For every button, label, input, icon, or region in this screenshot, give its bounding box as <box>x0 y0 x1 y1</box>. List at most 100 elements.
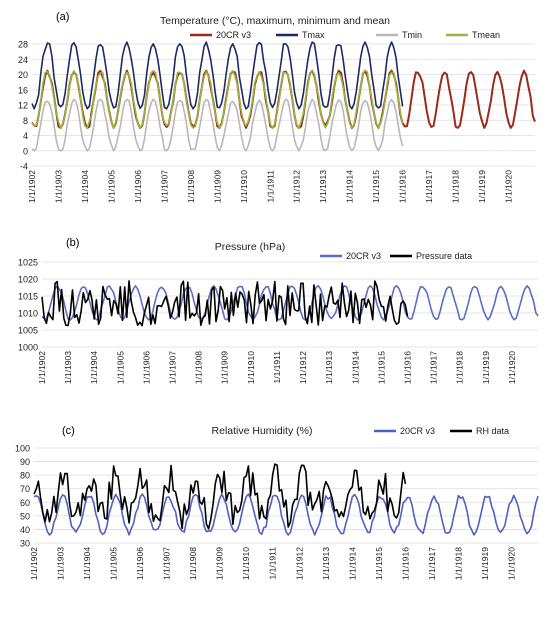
chart-title: Temperature (°C), maximum, minimum and m… <box>160 15 390 27</box>
x-tick-label: 1/1/1915 <box>374 547 384 580</box>
panel-label: (a) <box>56 11 69 23</box>
legend-label: Tmax <box>302 30 325 40</box>
x-tick-label: 1/1/1912 <box>292 170 302 203</box>
y-tick-label: 30 <box>20 539 30 549</box>
x-tick-label: 1/1/1903 <box>56 547 66 580</box>
y-tick-label: 28 <box>18 40 28 50</box>
legend-label: 20CR v3 <box>216 30 251 40</box>
y-tick-label: 1025 <box>18 258 38 268</box>
x-tick-label: 1/1/1919 <box>477 170 487 203</box>
x-tick-label: 1/1/1905 <box>109 547 119 580</box>
x-tick-label: 1/1/1911 <box>268 547 278 580</box>
x-tick-label: 1/1/1918 <box>453 547 463 580</box>
panel-label: (b) <box>66 237 79 249</box>
plot-area: 28 24 20 16 12 8 4 0 -41/1/1902 1/1/1903 1/1/1904 1… <box>18 40 536 203</box>
x-tick-label: 1/1/1910 <box>246 351 256 384</box>
legend-label: Pressure data <box>416 251 472 261</box>
x-tick-label: 1/1/1920 <box>507 351 517 384</box>
x-tick-label: 1/1/1907 <box>168 351 178 384</box>
y-tick-label: 8 <box>23 116 28 126</box>
y-tick-label: 0 <box>23 146 28 156</box>
y-tick-label: 90 <box>20 457 30 467</box>
x-tick-label: 1/1/1902 <box>29 547 39 580</box>
x-tick-label: 1/1/1920 <box>506 547 516 580</box>
x-tick-label: 1/1/1911 <box>272 351 282 384</box>
x-tick-label: 1/1/1905 <box>106 170 116 203</box>
chart-title: Pressure (hPa) <box>215 241 286 253</box>
series-line-2 <box>33 463 407 530</box>
x-tick-label: 1/1/1920 <box>504 170 514 203</box>
x-tick-label: 1/1/1919 <box>481 351 491 384</box>
x-tick-label: 1/1/1917 <box>424 170 434 203</box>
x-tick-label: 1/1/1904 <box>89 351 99 384</box>
y-tick-label: 100 <box>15 444 30 454</box>
temperature-chart-panel: (a) Temperature (°C), maximum, minimum a… <box>0 0 550 230</box>
x-tick-label: 1/1/1917 <box>427 547 437 580</box>
series-line-2 <box>41 280 409 327</box>
y-tick-label: 1020 <box>18 275 38 285</box>
x-tick-label: 1/1/1909 <box>212 170 222 203</box>
x-tick-label: 1/1/1902 <box>37 351 47 384</box>
x-tick-label: 1/1/1914 <box>345 170 355 203</box>
y-tick-label: 12 <box>18 101 28 111</box>
x-tick-label: 1/1/1916 <box>398 170 408 203</box>
x-tick-label: 1/1/1908 <box>186 170 196 203</box>
y-tick-label: 16 <box>18 85 28 95</box>
x-tick-label: 1/1/1919 <box>480 547 490 580</box>
series-line-3 <box>31 98 404 152</box>
y-tick-label: 70 <box>20 484 30 494</box>
x-tick-label: 1/1/1915 <box>376 351 386 384</box>
panel-label: (c) <box>62 425 75 437</box>
x-tick-label: 1/1/1911 <box>265 170 275 203</box>
y-tick-label: 1005 <box>18 326 38 336</box>
x-tick-label: 1/1/1903 <box>63 351 73 384</box>
x-tick-label: 1/1/1910 <box>239 170 249 203</box>
series-line-1 <box>33 493 539 536</box>
pressure-chart: (b) Pressure (hPa) 20CR v3 Pressure data … <box>18 237 539 384</box>
x-tick-label: 1/1/1904 <box>82 547 92 580</box>
x-tick-label: 1/1/1904 <box>80 170 90 203</box>
y-tick-label: 20 <box>18 70 28 80</box>
x-tick-label: 1/1/1908 <box>188 547 198 580</box>
x-tick-label: 1/1/1909 <box>215 547 225 580</box>
x-tick-label: 1/1/1915 <box>371 170 381 203</box>
y-tick-label: 80 <box>20 471 30 481</box>
x-tick-label: 1/1/1907 <box>162 547 172 580</box>
temperature-chart: (a) Temperature (°C), maximum, minimum a… <box>18 11 536 203</box>
legend-label: Tmean <box>472 30 500 40</box>
series-line-4 <box>31 69 404 129</box>
x-tick-label: 1/1/1906 <box>133 170 143 203</box>
humidity-chart: (c) Relative Humidity (%) 20CR v3 RH data… <box>15 425 539 580</box>
legend-label: RH data <box>476 426 509 436</box>
x-tick-label: 1/1/1913 <box>324 351 334 384</box>
x-tick-label: 1/1/1902 <box>27 170 37 203</box>
x-tick-label: 1/1/1913 <box>318 170 328 203</box>
legend: 20CR v3 Pressure data <box>320 251 472 261</box>
x-tick-label: 1/1/1907 <box>159 170 169 203</box>
x-tick-label: 1/1/1906 <box>135 547 145 580</box>
x-tick-label: 1/1/1903 <box>53 170 63 203</box>
y-tick-label: -4 <box>20 162 28 172</box>
plot-area: 100 90 80 70 60 50 40 301/1/1902 1/1/1903 1/1/190… <box>15 444 539 580</box>
x-tick-label: 1/1/1910 <box>241 547 251 580</box>
x-tick-label: 1/1/1918 <box>455 351 465 384</box>
x-tick-label: 1/1/1905 <box>115 351 125 384</box>
y-tick-label: 1000 <box>18 343 38 353</box>
series-line-2 <box>31 41 404 110</box>
y-tick-label: 40 <box>20 525 30 535</box>
legend-label: 20CR v3 <box>346 251 381 261</box>
legend: 20CR v3 RH data <box>374 426 509 436</box>
x-tick-label: 1/1/1916 <box>400 547 410 580</box>
x-tick-label: 1/1/1908 <box>194 351 204 384</box>
humidity-chart-panel: (c) Relative Humidity (%) 20CR v3 RH data… <box>0 410 550 618</box>
y-tick-label: 50 <box>20 511 30 521</box>
x-tick-label: 1/1/1914 <box>347 547 357 580</box>
x-tick-label: 1/1/1912 <box>298 351 308 384</box>
x-tick-label: 1/1/1917 <box>429 351 439 384</box>
x-tick-label: 1/1/1918 <box>451 170 461 203</box>
legend-label: Tmin <box>402 30 422 40</box>
x-tick-label: 1/1/1912 <box>294 547 304 580</box>
x-tick-label: 1/1/1914 <box>350 351 360 384</box>
x-tick-label: 1/1/1906 <box>141 351 151 384</box>
